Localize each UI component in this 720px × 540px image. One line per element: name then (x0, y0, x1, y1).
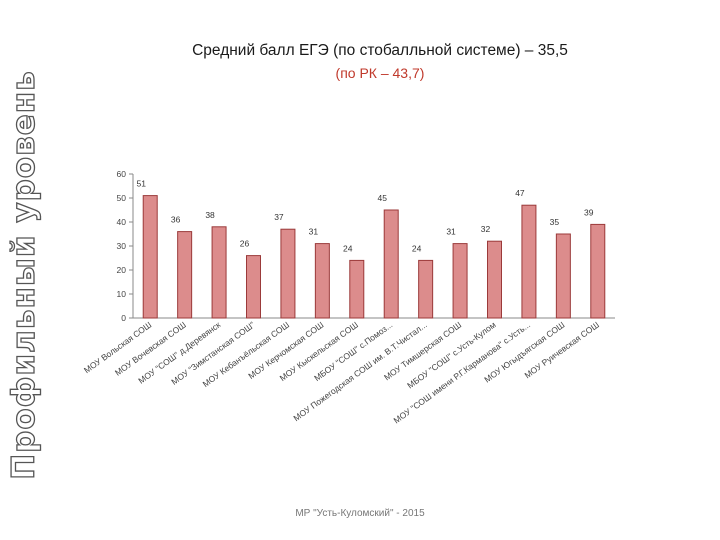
y-tick-label: 50 (117, 193, 127, 203)
chart-subtitle: (по РК – 43,7) (335, 65, 425, 81)
value-label: 47 (515, 188, 525, 198)
bar (590, 223, 606, 319)
value-label: 36 (171, 215, 181, 225)
bar (280, 228, 296, 319)
bar (142, 195, 158, 319)
bar (452, 243, 468, 319)
y-tick-label: 20 (117, 265, 127, 275)
value-label: 39 (584, 207, 594, 217)
bar (487, 240, 502, 319)
value-label: 37 (274, 212, 284, 222)
bar (555, 233, 571, 319)
y-tick-label: 60 (117, 169, 127, 179)
bar (177, 231, 193, 319)
y-tick-label: 0 (121, 313, 126, 323)
chart-title: Средний балл ЕГЭ (по стобалльной системе… (192, 42, 568, 59)
value-label: 38 (205, 210, 215, 220)
value-label: 26 (240, 239, 250, 249)
bar (314, 243, 330, 319)
footer-caption: МР "Усть-Куломский" - 2015 (295, 508, 425, 519)
value-labels: 51 36 38 26 37 31 24 45 24 31 32 47 35 39 (136, 179, 593, 254)
value-label: 31 (446, 227, 456, 237)
y-tick-label: 30 (117, 241, 127, 251)
value-label: 31 (309, 227, 319, 237)
bars (142, 195, 606, 319)
value-label: 24 (412, 243, 422, 253)
value-label: 35 (550, 217, 560, 227)
value-label: 51 (136, 179, 146, 189)
value-label: 32 (481, 224, 491, 234)
value-label: 45 (377, 193, 387, 203)
bar (521, 204, 537, 319)
y-tick-label: 40 (117, 217, 127, 227)
bar (383, 209, 399, 319)
bar (246, 255, 261, 319)
y-tick-label: 10 (117, 289, 127, 299)
value-label: 24 (343, 243, 353, 253)
bar (211, 226, 227, 319)
bar (349, 259, 365, 319)
bar (418, 259, 434, 319)
